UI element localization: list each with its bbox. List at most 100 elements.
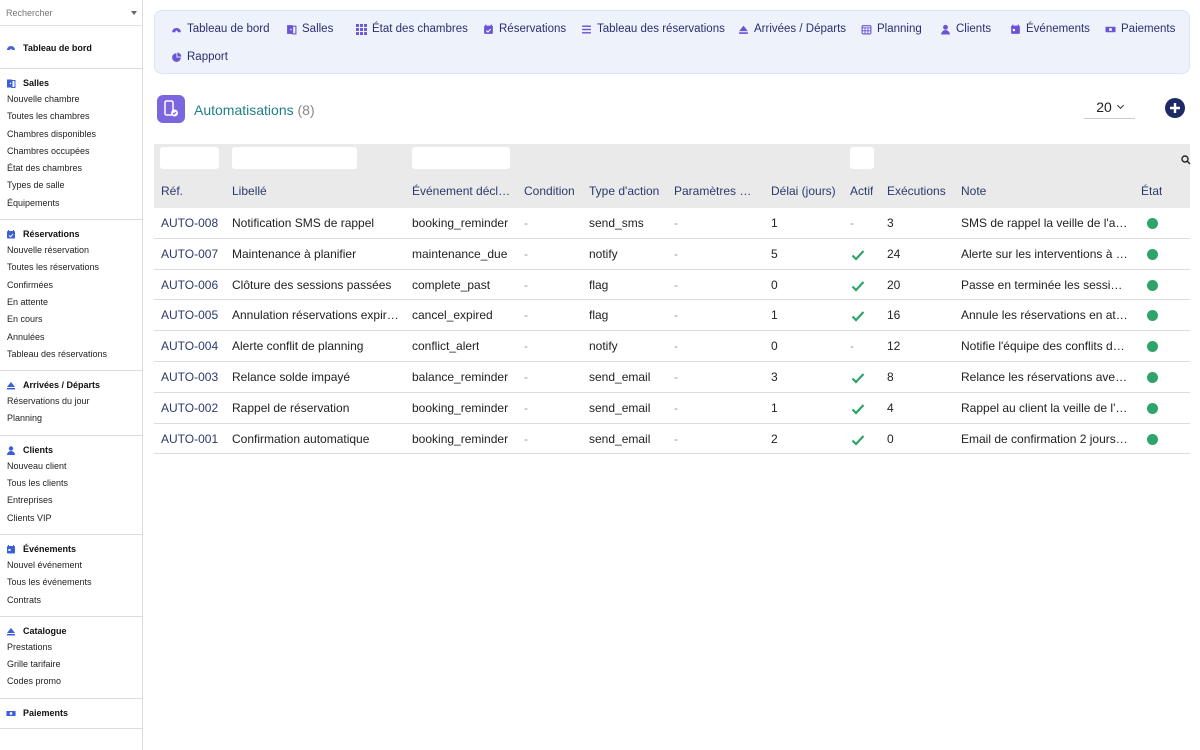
- sidebar-item[interactable]: Annulées: [7, 331, 45, 342]
- sidebar-heading[interactable]: Réservations: [0, 226, 142, 242]
- column-header[interactable]: Réf.: [161, 184, 184, 198]
- sidebar-item[interactable]: Grille tarifaire: [7, 659, 61, 670]
- nav-tab-5[interactable]: Arrivées / Départs: [738, 23, 846, 35]
- sidebar-item[interactable]: Réservations du jour: [7, 396, 90, 407]
- column-header[interactable]: Libellé: [232, 184, 267, 198]
- sidebar-heading[interactable]: Clients: [0, 442, 142, 458]
- column-header[interactable]: Exécutions: [887, 184, 946, 198]
- nav-tab-4[interactable]: Tableau des réservations: [581, 23, 725, 35]
- column-header[interactable]: Paramètres action: [674, 184, 758, 198]
- sidebar-item[interactable]: État des chambres: [7, 163, 83, 174]
- search-input[interactable]: [6, 7, 131, 18]
- status-dot-icon: [1147, 371, 1158, 383]
- sidebar-item[interactable]: Planning: [7, 413, 43, 424]
- sidebar-item[interactable]: Équipements: [7, 197, 60, 208]
- nav-tab-7[interactable]: Clients: [940, 23, 991, 35]
- sidebar-item[interactable]: Nouvelle chambre: [7, 94, 80, 104]
- chevron-down-icon: [1116, 101, 1124, 110]
- nav-tab-0[interactable]: Tableau de bord: [171, 23, 269, 35]
- nav-tab-9[interactable]: Paiements: [1105, 23, 1175, 35]
- sidebar-item[interactable]: Nouvel événement: [7, 559, 83, 570]
- page-size-select[interactable]: 20: [1084, 96, 1135, 119]
- sidebar-item[interactable]: Prestations: [7, 641, 53, 652]
- column-header[interactable]: Événement déclencheur: [412, 184, 514, 198]
- sidebar-item[interactable]: Contrats: [7, 594, 42, 605]
- sidebar-item[interactable]: En attente: [7, 296, 49, 307]
- sidebar-item[interactable]: Chambres occupées: [7, 145, 90, 156]
- nav-tab-label: Réservations: [499, 23, 567, 35]
- cell-params: -: [674, 216, 678, 230]
- sidebar-section-1: Réservations Nouvelle réservation Toutes l…: [0, 220, 142, 372]
- sidebar-item[interactable]: Entreprises: [7, 495, 53, 506]
- chevron-down-icon[interactable]: [131, 10, 137, 15]
- column-header[interactable]: Type d'action: [589, 184, 660, 198]
- sidebar-item[interactable]: Types de salle: [7, 180, 65, 191]
- cell-ref[interactable]: AUTO-006: [161, 277, 219, 292]
- table-row[interactable]: AUTO-005 Annulation réservations expirées…: [154, 300, 1190, 332]
- cell-params: -: [674, 431, 678, 446]
- cell-ref[interactable]: AUTO-005: [161, 308, 219, 323]
- sidebar-item[interactable]: Confirmées: [7, 279, 54, 290]
- filter-event-input[interactable]: [412, 147, 510, 169]
- table-header: Réf. Libellé Événement déclencheur Conditio…: [154, 144, 1191, 208]
- table-row[interactable]: AUTO-002 Rappel de réservation booking_rem…: [154, 393, 1190, 424]
- cell-ref[interactable]: AUTO-004: [161, 339, 219, 354]
- column-header[interactable]: Actif: [850, 184, 874, 198]
- cell-executions: 12: [887, 339, 901, 354]
- sidebar-search[interactable]: [0, 0, 142, 26]
- cell-ref[interactable]: AUTO-007: [161, 246, 219, 261]
- sidebar-item-dashboard[interactable]: Tableau de bord: [0, 40, 142, 56]
- nav-tab-1[interactable]: Salles: [286, 23, 333, 35]
- filter-label-input[interactable]: [232, 147, 357, 169]
- sidebar-item[interactable]: Nouveau client: [7, 460, 67, 471]
- search-icon[interactable]: [1181, 152, 1191, 170]
- nav-tab-label: Événements: [1026, 23, 1090, 35]
- cell-label: Relance solde impayé: [232, 369, 351, 384]
- add-button[interactable]: [1165, 98, 1185, 118]
- nav-tab-2[interactable]: État des chambres: [356, 23, 468, 35]
- nav-tab-label: Salles: [302, 23, 334, 35]
- filter-active-input[interactable]: [850, 147, 874, 169]
- column-header[interactable]: État: [1141, 184, 1163, 198]
- nav-tab-10[interactable]: Rapport: [171, 51, 228, 63]
- cell-ref[interactable]: AUTO-008: [161, 216, 219, 230]
- sidebar-heading[interactable]: Salles: [0, 75, 142, 91]
- table-row[interactable]: AUTO-008 Notification SMS de rappel bookin…: [154, 208, 1190, 239]
- sidebar-item[interactable]: Tous les clients: [7, 478, 69, 489]
- column-header[interactable]: Note: [961, 184, 987, 198]
- table-row[interactable]: AUTO-004 Alerte conflit de planning confli…: [154, 331, 1190, 362]
- filter-ref-input[interactable]: [160, 147, 219, 169]
- sidebar-item[interactable]: Clients VIP: [7, 512, 52, 523]
- sidebar-heading[interactable]: Catalogue: [0, 623, 142, 639]
- sidebar-heading[interactable]: Paiements: [0, 705, 142, 721]
- table-row[interactable]: AUTO-007 Maintenance à planifier maintenan…: [154, 239, 1190, 270]
- nav-tab-8[interactable]: Événements: [1010, 23, 1090, 35]
- cell-ref[interactable]: AUTO-003: [161, 369, 219, 384]
- sidebar-item[interactable]: Nouvelle réservation: [7, 245, 90, 256]
- sidebar-item[interactable]: Chambres disponibles: [7, 128, 97, 139]
- nav-tab-label: Clients: [956, 23, 992, 35]
- sidebar-item[interactable]: En cours: [7, 314, 43, 325]
- column-header[interactable]: Délai (jours): [771, 184, 836, 198]
- sidebar-heading[interactable]: Arrivées / Départs: [0, 377, 142, 393]
- sidebar-item[interactable]: Toutes les réservations: [7, 262, 100, 273]
- sidebar-item[interactable]: Tableau des réservations: [7, 348, 108, 359]
- sidebar-item[interactable]: Codes promo: [7, 676, 62, 687]
- table-row[interactable]: AUTO-001 Confirmation automatique booking_…: [154, 424, 1190, 455]
- cell-action: notify: [589, 246, 618, 261]
- dashboard-icon: [6, 43, 16, 53]
- cell-action: send_email: [589, 369, 651, 384]
- sidebar-item[interactable]: Tous les événements: [7, 577, 92, 588]
- cell-ref[interactable]: AUTO-001: [161, 431, 219, 446]
- cell-ref[interactable]: AUTO-002: [161, 400, 219, 415]
- check-icon: [851, 309, 865, 327]
- table-row[interactable]: AUTO-003 Relance solde impayé balance_remi…: [154, 362, 1190, 393]
- sidebar-heading[interactable]: Événements: [0, 541, 142, 557]
- nav-tab-3[interactable]: Réservations: [483, 23, 566, 35]
- cell-condition: -: [524, 246, 528, 261]
- column-header[interactable]: Condition: [524, 184, 575, 198]
- cell-delay: 2: [771, 431, 778, 446]
- table-row[interactable]: AUTO-006 Clôture des sessions passées comp…: [154, 270, 1190, 301]
- nav-tab-6[interactable]: Planning: [861, 23, 922, 35]
- sidebar-item[interactable]: Toutes les chambres: [7, 111, 90, 122]
